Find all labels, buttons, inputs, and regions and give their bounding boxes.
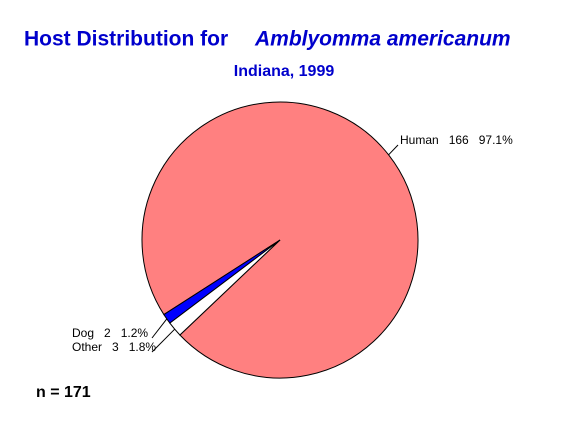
slice-percent: 1.2% [121,326,149,340]
footnote: n = 171 [36,384,91,401]
chart-subtitle: Indiana, 1999 [234,63,335,80]
slice-category: Human [400,133,439,147]
slice-category: Other [72,340,102,354]
leader-line [151,318,168,339]
slice-label: Dog 2 1.2% [72,326,148,340]
leader-line [151,328,176,353]
chart-title: Host Distribution for [24,28,228,51]
slice-percent: 1.8% [129,340,157,354]
slice-count: 2 [104,326,111,340]
slice-percent: 97.1% [479,133,513,147]
slice-label: Other 3 1.8% [72,340,156,354]
slice-label: Human 166 97.1% [400,133,513,147]
slice-count: 3 [112,340,119,354]
leader-line [388,144,399,156]
slice-count: 166 [449,133,469,147]
chart-title-species: Amblyomma americanum [254,28,511,51]
slice-category: Dog [72,326,94,340]
pie-slice [169,239,281,336]
